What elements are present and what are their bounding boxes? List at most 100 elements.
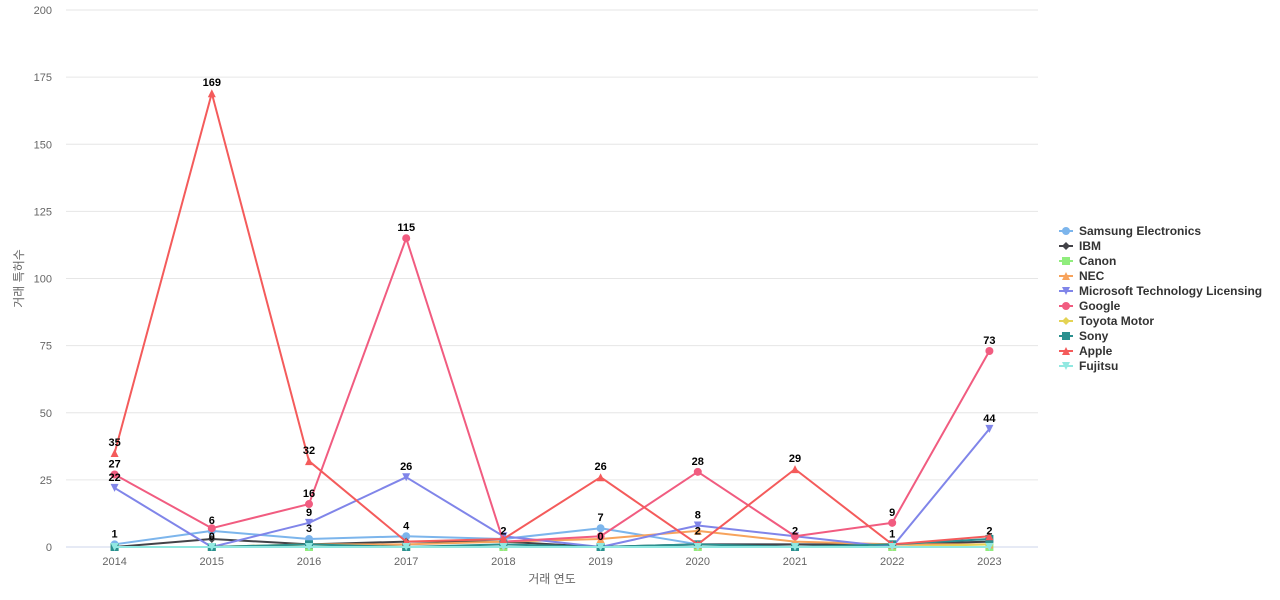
data-point [402, 543, 411, 551]
series-line [114, 428, 991, 548]
data-label: 3 [306, 523, 312, 535]
x-tick-label: 2015 [200, 556, 224, 568]
x-tick-label: 2021 [783, 556, 807, 568]
x-axis-title: 거래 연도 [528, 572, 576, 586]
data-point [596, 473, 605, 482]
x-tick-label: 2023 [977, 556, 1001, 568]
data-label: 7 [598, 512, 604, 524]
data-label: 9 [889, 507, 895, 519]
data-point [499, 543, 508, 551]
legend-item[interactable]: Microsoft Technology Licensing [1059, 284, 1262, 298]
legend-symbol [1062, 227, 1070, 235]
data-label: 73 [983, 335, 995, 347]
data-point [110, 449, 119, 458]
data-point [402, 234, 411, 243]
legend: Samsung ElectronicsIBMCanonNECMicrosoft … [1059, 224, 1262, 373]
series-line [114, 537, 990, 548]
data-point [985, 346, 994, 355]
legend-symbol [1062, 317, 1070, 325]
y-tick-label: 100 [34, 274, 52, 286]
gridlines [66, 9, 1038, 481]
series-line [113, 92, 990, 546]
data-point [791, 532, 799, 541]
data-point [791, 465, 799, 474]
y-tick-label: 200 [34, 5, 52, 17]
y-tick-label: 25 [40, 475, 52, 487]
legend-symbol [1062, 332, 1070, 340]
series-line [114, 537, 990, 548]
legend-label: Microsoft Technology Licensing [1079, 284, 1262, 298]
data-point [888, 518, 897, 527]
data-point [596, 543, 605, 551]
x-axis-ticks: 2014 2015 2016 2017 2018 2019 2020 2021 2022 2023 [102, 556, 1001, 568]
data-label: 27 [108, 459, 120, 471]
legend-symbol [1062, 242, 1070, 250]
data-point [207, 524, 216, 533]
data-label: 169 [203, 77, 221, 89]
data-point [596, 524, 605, 533]
y-tick-label: 75 [40, 341, 52, 353]
legend-item[interactable]: Google [1059, 299, 1121, 313]
legend-symbol [1062, 257, 1070, 265]
legend-symbol [1062, 302, 1070, 310]
legend-label: Samsung Electronics [1079, 224, 1201, 238]
y-axis-title: 거래 특허수 [12, 249, 26, 308]
data-label: 22 [108, 472, 120, 484]
legend-label: IBM [1079, 239, 1101, 253]
legend-label: NEC [1079, 269, 1105, 283]
data-label: 9 [306, 507, 312, 519]
legend-item[interactable]: Fujitsu [1059, 359, 1118, 373]
y-tick-label: 0 [46, 542, 52, 554]
x-tick-label: 2017 [394, 556, 418, 568]
legend-symbol [1062, 347, 1070, 355]
y-axis-ticks: 0 25 50 75 100 125 150 175 200 [34, 5, 52, 554]
data-label: 6 [209, 515, 215, 527]
data-point [693, 467, 702, 476]
data-point [207, 534, 216, 543]
series-fujitsu [110, 543, 994, 551]
legend-item[interactable]: Canon [1059, 254, 1116, 268]
data-point [110, 543, 119, 551]
legend-label: Canon [1079, 254, 1116, 268]
data-point [985, 424, 994, 433]
data-point [305, 500, 313, 509]
data-label: 2 [695, 526, 701, 538]
data-point [985, 532, 994, 541]
data-point [791, 543, 799, 551]
x-tick-label: 2018 [491, 556, 515, 568]
legend-item[interactable]: Samsung Electronics [1059, 224, 1201, 238]
legend-item[interactable]: Sony [1059, 329, 1109, 343]
data-label: 1 [889, 528, 895, 540]
data-label: 0 [209, 531, 215, 543]
data-point [402, 532, 411, 541]
legend-item[interactable]: Toyota Motor [1059, 314, 1154, 328]
legend-item[interactable]: NEC [1059, 269, 1105, 283]
legend-item[interactable]: IBM [1059, 239, 1101, 253]
data-label: 26 [400, 461, 412, 473]
x-tick-label: 2020 [686, 556, 710, 568]
data-point [499, 534, 508, 543]
data-point [596, 532, 605, 541]
x-tick-label: 2019 [588, 556, 612, 568]
data-point [207, 543, 216, 551]
data-label: 16 [303, 488, 315, 500]
data-label: 32 [303, 445, 315, 457]
data-label: 0 [598, 531, 604, 543]
legend-symbol [1062, 287, 1070, 295]
data-label: 2 [792, 526, 798, 538]
y-tick-label: 175 [34, 72, 52, 84]
x-tick-label: 2022 [880, 556, 904, 568]
data-point [693, 543, 702, 551]
legend-item[interactable]: Apple [1059, 344, 1113, 358]
legend-symbol [1062, 362, 1070, 370]
series-google [110, 234, 994, 546]
data-point [207, 89, 216, 98]
data-label: 1 [112, 528, 118, 540]
data-point [305, 518, 313, 527]
data-label: 2 [986, 526, 992, 538]
data-point [985, 543, 994, 551]
y-tick-label: 150 [34, 139, 52, 151]
data-point [110, 470, 119, 479]
